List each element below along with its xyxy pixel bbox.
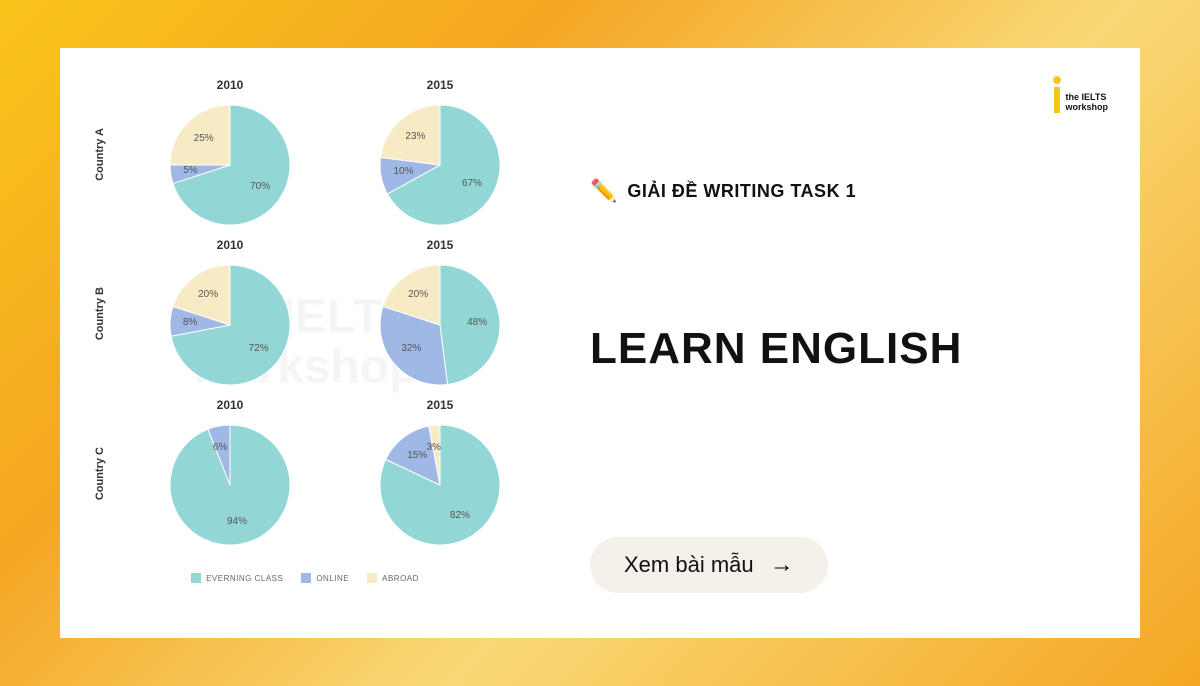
pie-chart: 48% 32% 20% — [375, 260, 505, 390]
legend-item: ONLINE — [301, 573, 349, 583]
page-background: the IELTS workshop Country A 2010 70% 5% 25%… — [0, 0, 1200, 686]
slice-label: 3% — [426, 442, 440, 453]
legend-item: EVERNING CLASS — [191, 573, 283, 583]
slice-label: 32% — [401, 343, 421, 354]
slice-label: 94% — [227, 516, 247, 527]
view-sample-button[interactable]: Xem bài mẫu → — [590, 537, 828, 593]
logo-text: the IELTS workshop — [1065, 93, 1108, 113]
pie-year-label: 2010 — [217, 78, 244, 92]
legend-swatch — [301, 573, 311, 583]
legend-label: EVERNING CLASS — [206, 574, 283, 583]
slice-label: 72% — [249, 343, 269, 354]
pie-year-label: 2015 — [427, 398, 454, 412]
pie-year-label: 2010 — [217, 398, 244, 412]
tagline-row: ✏️ GIẢI ĐỀ WRITING TASK 1 — [590, 178, 1110, 204]
slice-label: 20% — [198, 289, 218, 300]
legend-swatch — [367, 573, 377, 583]
slice-label: 48% — [467, 317, 487, 328]
pie-chart: 94% 6% — [165, 420, 295, 550]
pie-cell: 2015 82% 15%3% — [375, 398, 505, 550]
pie-chart: 67% 10% 23% — [375, 100, 505, 230]
charts-panel: the IELTS workshop Country A201070%5%25%… — [60, 48, 550, 638]
slice-label: 6% — [213, 442, 227, 453]
cta-label: Xem bài mẫu — [624, 552, 754, 578]
slice-label: 67% — [462, 178, 482, 189]
legend-label: ABROAD — [382, 574, 419, 583]
text-panel: the IELTS workshop ✏️ GIẢI ĐỀ WRITING TA… — [550, 48, 1140, 638]
pie-chart: 70% 5% 25% — [165, 100, 295, 230]
legend-item: ABROAD — [367, 573, 419, 583]
row-label: Country C — [94, 447, 106, 500]
pie-chart: 82% 15%3% — [375, 420, 505, 550]
slice-label: 70% — [250, 181, 270, 192]
slice-label: 23% — [405, 131, 425, 142]
logo-prefix: the — [1065, 92, 1079, 102]
main-title: LEARN ENGLISH — [590, 324, 1110, 374]
pie-year-label: 2010 — [217, 238, 244, 252]
pie-chart: 72% 8% 20% — [165, 260, 295, 390]
pie-chart-grid: Country A 2010 70% 5% 25% 2015 67% 10% 23% Countr… — [80, 78, 530, 558]
logo-main: IELTS — [1082, 92, 1107, 102]
logo-i-icon — [1053, 76, 1061, 113]
pie-year-label: 2015 — [427, 78, 454, 92]
row-label: Country B — [94, 287, 106, 340]
slice-label: 20% — [408, 289, 428, 300]
logo-sub: workshop — [1065, 102, 1108, 112]
content-card: the IELTS workshop Country A 2010 70% 5% 25%… — [60, 48, 1140, 638]
arrow-right-icon: → — [770, 551, 794, 579]
slice-label: 15% — [407, 450, 427, 461]
brand-logo: the IELTS workshop — [1053, 76, 1108, 113]
pie-cell: 2010 94% 6% — [165, 398, 295, 550]
chart-legend: EVERNING CLASS ONLINE ABROAD — [80, 573, 530, 583]
legend-label: ONLINE — [316, 574, 349, 583]
row-label: Country A — [94, 128, 106, 181]
tagline-text: GIẢI ĐỀ WRITING TASK 1 — [627, 181, 856, 202]
pie-year-label: 2015 — [427, 238, 454, 252]
pie-cell: 2010 70% 5% 25% — [165, 78, 295, 230]
slice-label: 5% — [183, 165, 197, 176]
pencil-icon: ✏️ — [590, 178, 617, 204]
pie-cell: 2010 72% 8% 20% — [165, 238, 295, 390]
pie-cell: 2015 48% 32% 20% — [375, 238, 505, 390]
slice-label: 82% — [450, 510, 470, 521]
slice-label: 8% — [183, 317, 197, 328]
slice-label: 25% — [194, 133, 214, 144]
pie-cell: 2015 67% 10% 23% — [375, 78, 505, 230]
legend-swatch — [191, 573, 201, 583]
slice-label: 10% — [393, 166, 413, 177]
